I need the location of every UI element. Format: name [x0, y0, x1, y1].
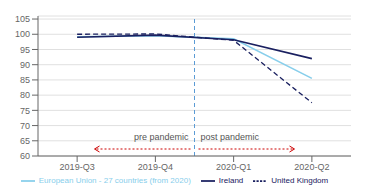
html-text:United Kingdom: United Kingdom: [271, 176, 329, 186]
svg-text:85: 85: [20, 75, 30, 85]
svg-text:2020-Q1: 2020-Q1: [216, 162, 251, 172]
svg-text:95: 95: [20, 45, 30, 55]
svg-text:60: 60: [20, 151, 30, 161]
svg-text:100: 100: [15, 29, 30, 39]
svg-text:post pandemic: post pandemic: [201, 132, 260, 142]
svg-text:70: 70: [20, 121, 30, 131]
svg-text:75: 75: [20, 106, 30, 116]
svg-text:80: 80: [20, 90, 30, 100]
svg-text:2019-Q3: 2019-Q3: [60, 162, 95, 172]
html-text:Ireland: Ireland: [218, 176, 244, 186]
svg-text:90: 90: [20, 60, 30, 70]
svg-text:2019-Q4: 2019-Q4: [138, 162, 173, 172]
svg-text:2020-Q2: 2020-Q2: [294, 162, 329, 172]
svg-text:105: 105: [15, 14, 30, 24]
svg-text:pre pandemic: pre pandemic: [134, 132, 189, 142]
html-text:European Union - 27 countries: European Union - 27 countries (from 2020…: [38, 176, 191, 186]
svg-text:65: 65: [20, 136, 30, 146]
